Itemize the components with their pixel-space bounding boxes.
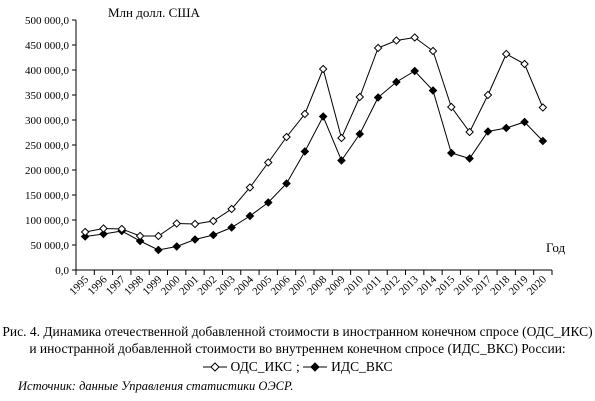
series-layer — [80, 33, 548, 255]
y-tick-label: 100 000,0 — [25, 215, 70, 227]
ods-iks-point — [154, 231, 163, 241]
y-tick-label: 50 000,0 — [31, 240, 70, 252]
ods-iks-point — [410, 33, 419, 42]
ods-iks-point — [80, 227, 90, 237]
legend-item-ods: ОДС_ИКС; — [202, 358, 300, 375]
y-tick-label: 200 000,0 — [25, 165, 70, 177]
y-tick-label: 400 000,0 — [25, 65, 70, 77]
ods-iks-point — [99, 224, 108, 233]
source-note: Источник: данные Управления статистики О… — [18, 379, 294, 393]
ods-iks-point — [318, 64, 328, 74]
x-axis: 1995199619971998199920002001200220032004… — [67, 269, 553, 298]
legend-item-ids: ИДС_ВКС — [303, 358, 393, 375]
ods-iks-point — [245, 183, 255, 192]
x-tick-label: 2002 — [195, 274, 219, 298]
x-tick-label: 2001 — [177, 274, 201, 298]
ids-vks-point — [392, 77, 401, 87]
x-tick-label: 2020 — [525, 273, 549, 297]
ids-vks-point — [465, 154, 474, 163]
legend-label-ods: ОДС_ИКС — [230, 359, 292, 374]
ids-vks-point — [263, 198, 273, 207]
ids-vks-point — [373, 93, 383, 102]
ids-vks-point — [318, 112, 328, 121]
ods-iks-point — [428, 46, 438, 56]
ods-iks-point — [282, 132, 291, 142]
ods-iks-point — [538, 103, 548, 112]
ods-iks-point — [373, 43, 383, 53]
ods-iks-point — [300, 109, 310, 119]
ids-vks-point — [135, 236, 145, 246]
ods-iks-point — [483, 90, 493, 100]
figure-caption-line-2: и иностранной добавленной стоимости во в… — [29, 341, 566, 356]
y-tick-label: 0,0 — [55, 265, 69, 277]
ods-iks-point — [465, 127, 474, 137]
y-tick-label: 250 000,0 — [25, 140, 70, 152]
ids-vks-point — [538, 136, 548, 146]
ids-vks-point — [355, 129, 365, 139]
ods-iks-point — [520, 59, 529, 69]
ods-iks-point — [190, 219, 200, 229]
ods-iks-point — [135, 231, 145, 241]
filled-diamond-marker-icon — [303, 361, 328, 372]
line-chart: 0,0 50 000,0 100 000,0 150 000,0 200 000,0 25… — [25, 5, 565, 298]
ids-vks-point — [447, 148, 456, 158]
y-tick-label: 350 000,0 — [25, 90, 70, 102]
ids-vks-point — [245, 211, 255, 221]
ids-vks-point — [428, 86, 438, 95]
ids-vks-point — [190, 235, 200, 244]
open-diamond-marker-icon — [202, 361, 227, 372]
legend-label-ids: ИДС_ВКС — [331, 359, 393, 374]
x-axis-title: Год — [546, 240, 565, 255]
ids-vks-point — [227, 223, 236, 232]
ids-vks-point — [520, 117, 529, 127]
ods-iks-point — [263, 158, 273, 167]
ids-vks-point — [209, 230, 218, 240]
y-tick-label: 300 000,0 — [25, 115, 70, 127]
y-tick-label: 150 000,0 — [25, 190, 70, 202]
ids-vks-point — [501, 123, 511, 133]
ids-vks-point — [154, 245, 163, 255]
ids-vks-point — [483, 127, 493, 136]
figure-caption-line-1: Рис. 4. Динамика отечественной добавленн… — [2, 324, 593, 339]
ids-vks-point — [337, 156, 346, 165]
ods-iks-point — [392, 36, 401, 45]
ids-vks-point — [410, 66, 419, 76]
y-axis-title: Млн долл. США — [108, 5, 200, 20]
ods-iks-point — [355, 92, 365, 102]
series-line-ids-vks — [85, 70, 544, 251]
ods-iks-point — [209, 216, 218, 226]
y-tick-label: 450 000,0 — [25, 40, 70, 52]
x-tick-label: 2011 — [360, 274, 384, 298]
x-tick-label: 2012 — [378, 274, 402, 298]
ids-vks-point — [99, 229, 108, 239]
ods-iks-point — [337, 133, 346, 143]
ods-iks-point — [117, 224, 127, 234]
y-tick-label: 500 000,0 — [25, 15, 70, 27]
legend-separator: ; — [295, 359, 300, 374]
ods-iks-point — [501, 49, 511, 59]
ids-vks-point — [282, 179, 291, 188]
ids-vks-point — [300, 147, 310, 156]
series-line-ods-iks — [85, 36, 544, 237]
ids-vks-point — [80, 232, 90, 241]
ids-vks-point — [172, 242, 181, 251]
legend: ОДС_ИКС; ИДС_ВКС — [0, 358, 595, 376]
ods-iks-point — [172, 219, 181, 228]
ods-iks-point — [447, 102, 456, 112]
y-axis: 0,0 50 000,0 100 000,0 150 000,0 200 000,0 25… — [25, 15, 77, 277]
ods-iks-point — [227, 204, 236, 214]
